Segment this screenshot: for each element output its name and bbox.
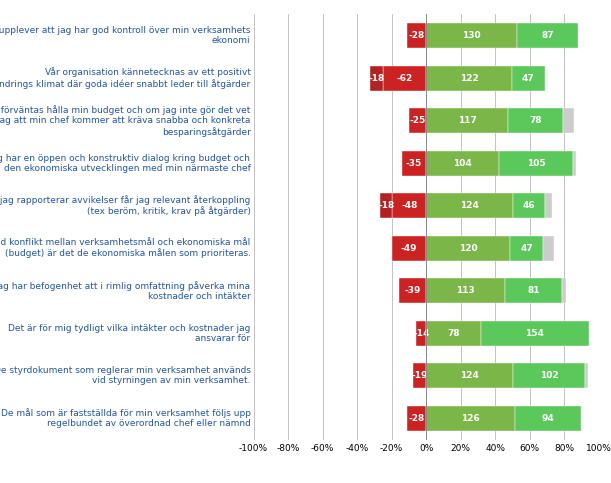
Text: Vår organisation kännetecknas av ett positivt
förändrings klimat där goda idéer : Vår organisation kännetecknas av ett pos… [0, 68, 251, 89]
Text: 87: 87 [541, 31, 554, 40]
Text: Jag upplever att jag har god kontroll över min verksamhets
ekonomi: Jag upplever att jag har god kontroll öv… [0, 26, 251, 45]
Text: -19: -19 [411, 371, 428, 380]
Bar [481, 321, 589, 346]
Text: När jag rapporterar avvikelser får jag relevant återkoppling
(tex beröm, kritik,: När jag rapporterar avvikelser får jag r… [0, 195, 251, 216]
Bar [426, 406, 514, 431]
Text: -18: -18 [368, 74, 384, 83]
Text: -14: -14 [413, 329, 430, 338]
Bar [513, 193, 546, 218]
Bar [505, 278, 562, 303]
Bar [426, 321, 481, 346]
Text: -28: -28 [408, 31, 425, 40]
Bar [510, 236, 543, 261]
Text: 154: 154 [525, 329, 544, 338]
Bar [546, 193, 552, 218]
Bar [392, 193, 426, 218]
Bar [406, 23, 426, 48]
Bar [585, 363, 588, 388]
Bar [426, 23, 518, 48]
Bar [409, 108, 426, 133]
Text: 120: 120 [459, 244, 478, 253]
Text: 47: 47 [521, 244, 533, 253]
Bar [380, 193, 392, 218]
Bar [514, 406, 580, 431]
Bar [426, 193, 513, 218]
Bar [426, 66, 512, 91]
Bar [508, 108, 563, 133]
Text: Jag förväntas hålla min budget och om jag inte gör det vet
jag att min chef komm: Jag förväntas hålla min budget och om ja… [0, 105, 251, 137]
Text: Jag har en öppen och konstruktiv dialog kring budget och
den ekonomiska utveckli: Jag har en öppen och konstruktiv dialog … [0, 154, 251, 173]
Bar [426, 278, 505, 303]
Text: 81: 81 [528, 286, 540, 295]
Text: 104: 104 [453, 159, 472, 168]
Text: -48: -48 [401, 201, 417, 210]
Text: 105: 105 [527, 159, 545, 168]
Bar [512, 66, 545, 91]
Bar [399, 278, 426, 303]
Text: -25: -25 [409, 116, 425, 125]
Bar [426, 108, 508, 133]
Bar [513, 363, 585, 388]
Bar [382, 66, 426, 91]
Bar [401, 151, 426, 176]
Bar [370, 66, 382, 91]
Text: Jag har befogenhet att i rimlig omfattning påverka mina
kostnader och intäkter: Jag har befogenhet att i rimlig omfattni… [0, 281, 251, 301]
Text: 47: 47 [522, 74, 535, 83]
Text: -28: -28 [408, 414, 425, 423]
Text: 130: 130 [463, 31, 481, 40]
Text: -49: -49 [401, 244, 417, 253]
Text: 102: 102 [540, 371, 558, 380]
Text: -39: -39 [404, 286, 421, 295]
Bar [562, 278, 566, 303]
Text: 117: 117 [458, 116, 477, 125]
Text: -35: -35 [406, 159, 422, 168]
Text: De mål som är fastställda för min verksamhet följs upp
regelbundet av överordnad: De mål som är fastställda för min verksa… [1, 408, 251, 428]
Bar [392, 236, 426, 261]
Text: 124: 124 [460, 371, 479, 380]
Text: 113: 113 [456, 286, 475, 295]
Text: 126: 126 [461, 414, 480, 423]
Text: 122: 122 [459, 74, 478, 83]
Bar [499, 151, 573, 176]
Text: De styrdokument som reglerar min verksamhet används
vid styrningen av min verksa: De styrdokument som reglerar min verksam… [0, 366, 251, 385]
Bar [406, 406, 426, 431]
Bar [426, 151, 499, 176]
Text: 78: 78 [447, 329, 460, 338]
Bar [416, 321, 426, 346]
Bar [573, 151, 576, 176]
Bar [413, 363, 426, 388]
Bar [518, 23, 579, 48]
Text: -62: -62 [397, 74, 412, 83]
Text: Det är för mig tydligt vilka intäkter och kostnader jag
ansvarar för: Det är för mig tydligt vilka intäkter oc… [8, 324, 251, 343]
Bar [426, 363, 513, 388]
Bar [426, 236, 510, 261]
Bar [543, 236, 554, 261]
Bar [563, 108, 574, 133]
Text: 78: 78 [529, 116, 542, 125]
Text: 46: 46 [523, 201, 536, 210]
Text: 124: 124 [460, 201, 479, 210]
Text: -18: -18 [378, 201, 394, 210]
Text: 94: 94 [541, 414, 554, 423]
Text: Vid konflikt mellan verksamhetsmål och ekonomiska mål
(budget) är det de ekonomi: Vid konflikt mellan verksamhetsmål och e… [0, 238, 251, 258]
